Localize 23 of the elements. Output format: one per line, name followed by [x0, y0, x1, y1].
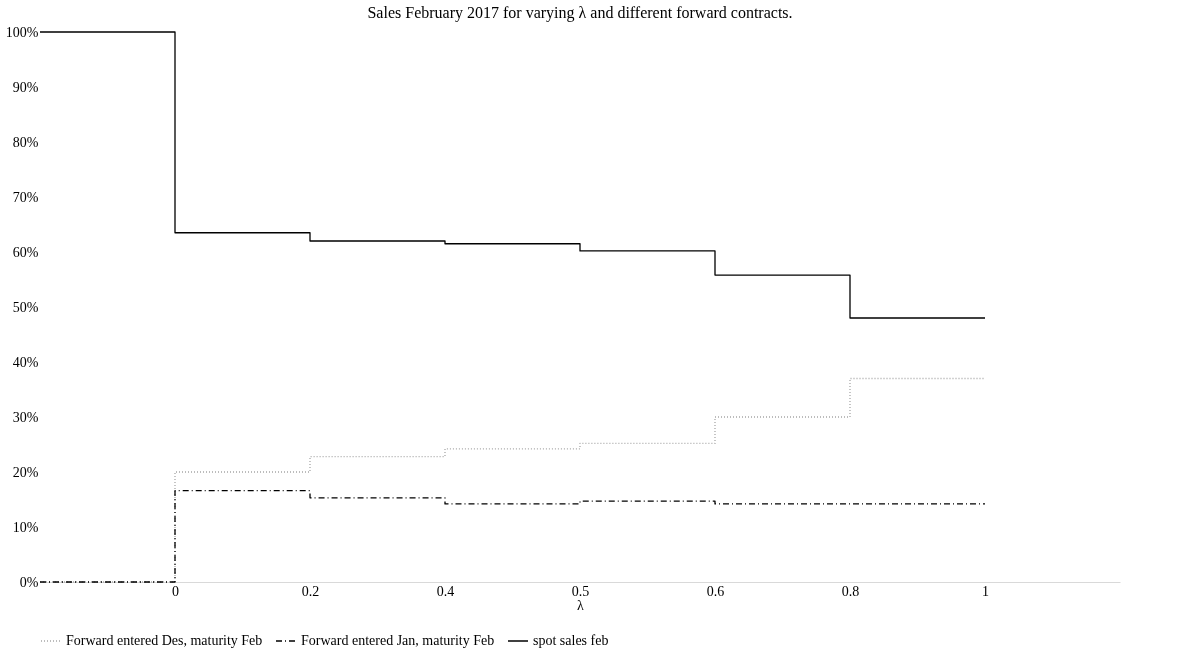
y-tick-label: 60%: [12, 244, 39, 260]
y-tick-label: 20%: [12, 464, 39, 480]
y-tick-label: 30%: [12, 409, 39, 425]
x-tick-label: 0: [172, 583, 179, 599]
legend-label: spot sales feb: [533, 633, 609, 648]
y-tick-label: 80%: [12, 134, 39, 150]
y-tick-label: 70%: [12, 189, 39, 205]
y-tick-label: 40%: [12, 354, 39, 370]
chart-title: Sales February 2017 for varying λ and different forward contracts.: [367, 4, 793, 22]
y-tick-label: 100%: [5, 24, 39, 40]
y-tick-label: 10%: [12, 519, 39, 535]
x-tick-label: 0.4: [436, 583, 455, 599]
x-tick-label: 0.5: [571, 583, 590, 599]
x-tick-label: 1: [982, 583, 989, 599]
x-axis-title: λ: [577, 597, 585, 613]
x-tick-label: 0.6: [706, 583, 725, 599]
x-tick-label: 0.8: [841, 583, 860, 599]
y-tick-label: 90%: [12, 79, 39, 95]
legend-label: Forward entered Des, maturity Feb: [66, 633, 263, 648]
y-tick-label: 50%: [12, 299, 39, 315]
x-tick-label: 0.2: [301, 583, 320, 599]
legend-label: Forward entered Jan, maturity Feb: [301, 633, 495, 648]
y-tick-label: 0%: [19, 574, 39, 590]
